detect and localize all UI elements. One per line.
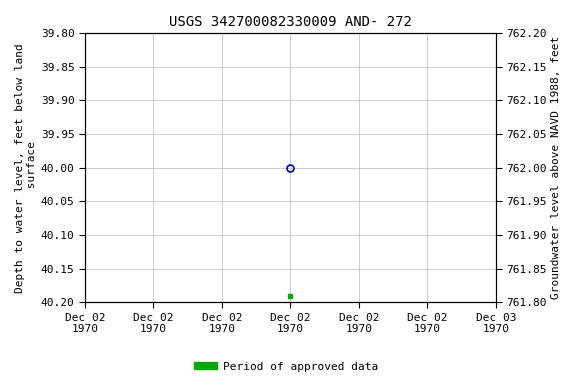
Y-axis label: Groundwater level above NAVD 1988, feet: Groundwater level above NAVD 1988, feet — [551, 36, 561, 299]
Title: USGS 342700082330009 AND- 272: USGS 342700082330009 AND- 272 — [169, 15, 412, 29]
Legend: Period of approved data: Period of approved data — [193, 358, 383, 377]
Y-axis label: Depth to water level, feet below land
 surface: Depth to water level, feet below land su… — [15, 43, 37, 293]
